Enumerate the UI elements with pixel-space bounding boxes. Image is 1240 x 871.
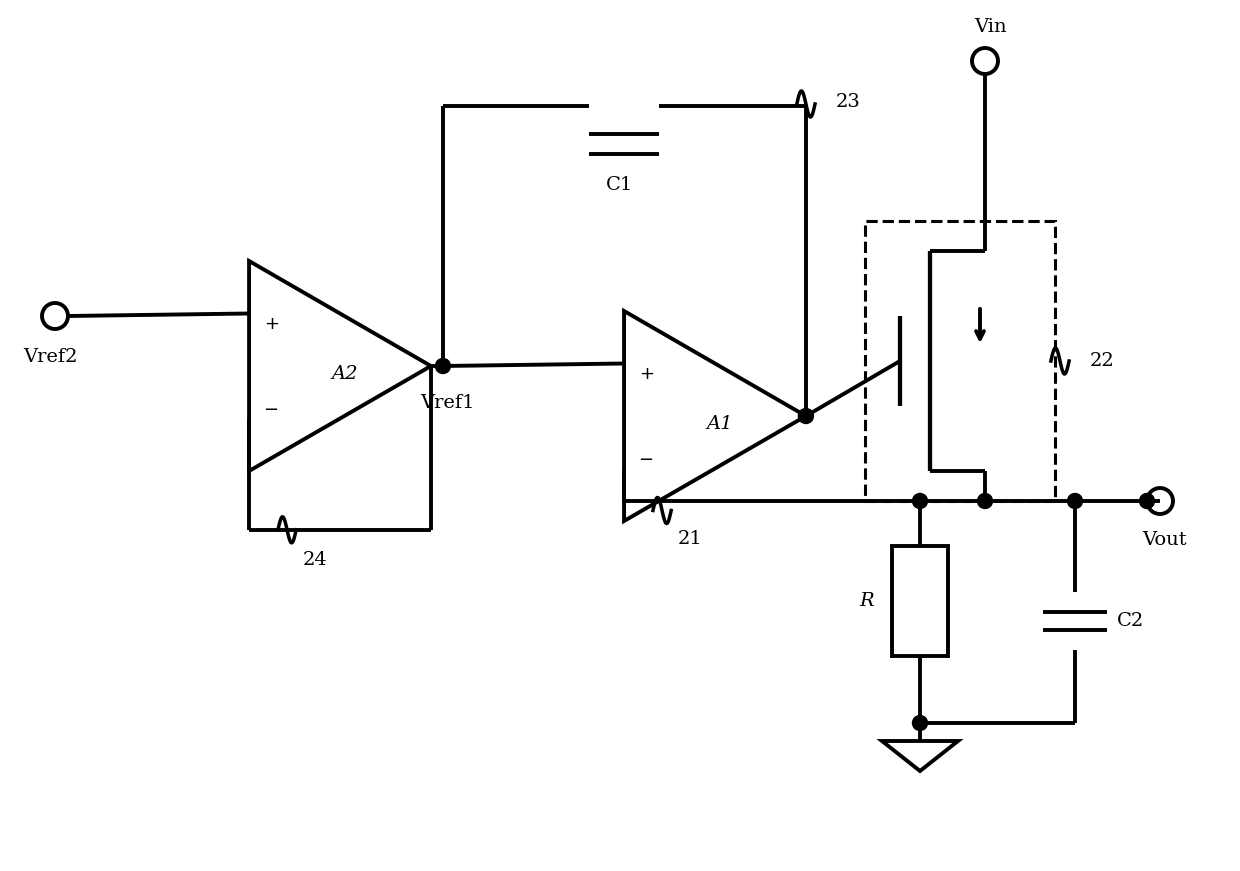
Text: Vref2: Vref2 <box>22 348 77 366</box>
Text: 22: 22 <box>1090 352 1115 370</box>
Circle shape <box>913 715 928 731</box>
Circle shape <box>1140 494 1154 509</box>
Circle shape <box>1068 494 1083 509</box>
Text: A2: A2 <box>332 365 358 383</box>
Text: Vout: Vout <box>1143 531 1188 549</box>
Text: A1: A1 <box>707 415 733 433</box>
Text: 24: 24 <box>303 550 327 569</box>
Text: Vin: Vin <box>973 18 1007 36</box>
Circle shape <box>977 494 992 509</box>
Bar <box>866 221 1055 501</box>
Text: R: R <box>859 592 874 610</box>
Text: $-$: $-$ <box>263 399 279 417</box>
Text: $+$: $+$ <box>639 365 653 383</box>
Text: $-$: $-$ <box>639 449 653 467</box>
Circle shape <box>435 359 450 374</box>
Text: Vref1: Vref1 <box>420 394 475 412</box>
Circle shape <box>799 408 813 423</box>
Text: 21: 21 <box>678 530 702 548</box>
Text: $+$: $+$ <box>264 315 279 333</box>
Bar <box>892 546 949 656</box>
Text: 23: 23 <box>836 93 861 111</box>
Text: C2: C2 <box>1117 612 1145 630</box>
Circle shape <box>913 494 928 509</box>
Text: C1: C1 <box>606 176 634 194</box>
